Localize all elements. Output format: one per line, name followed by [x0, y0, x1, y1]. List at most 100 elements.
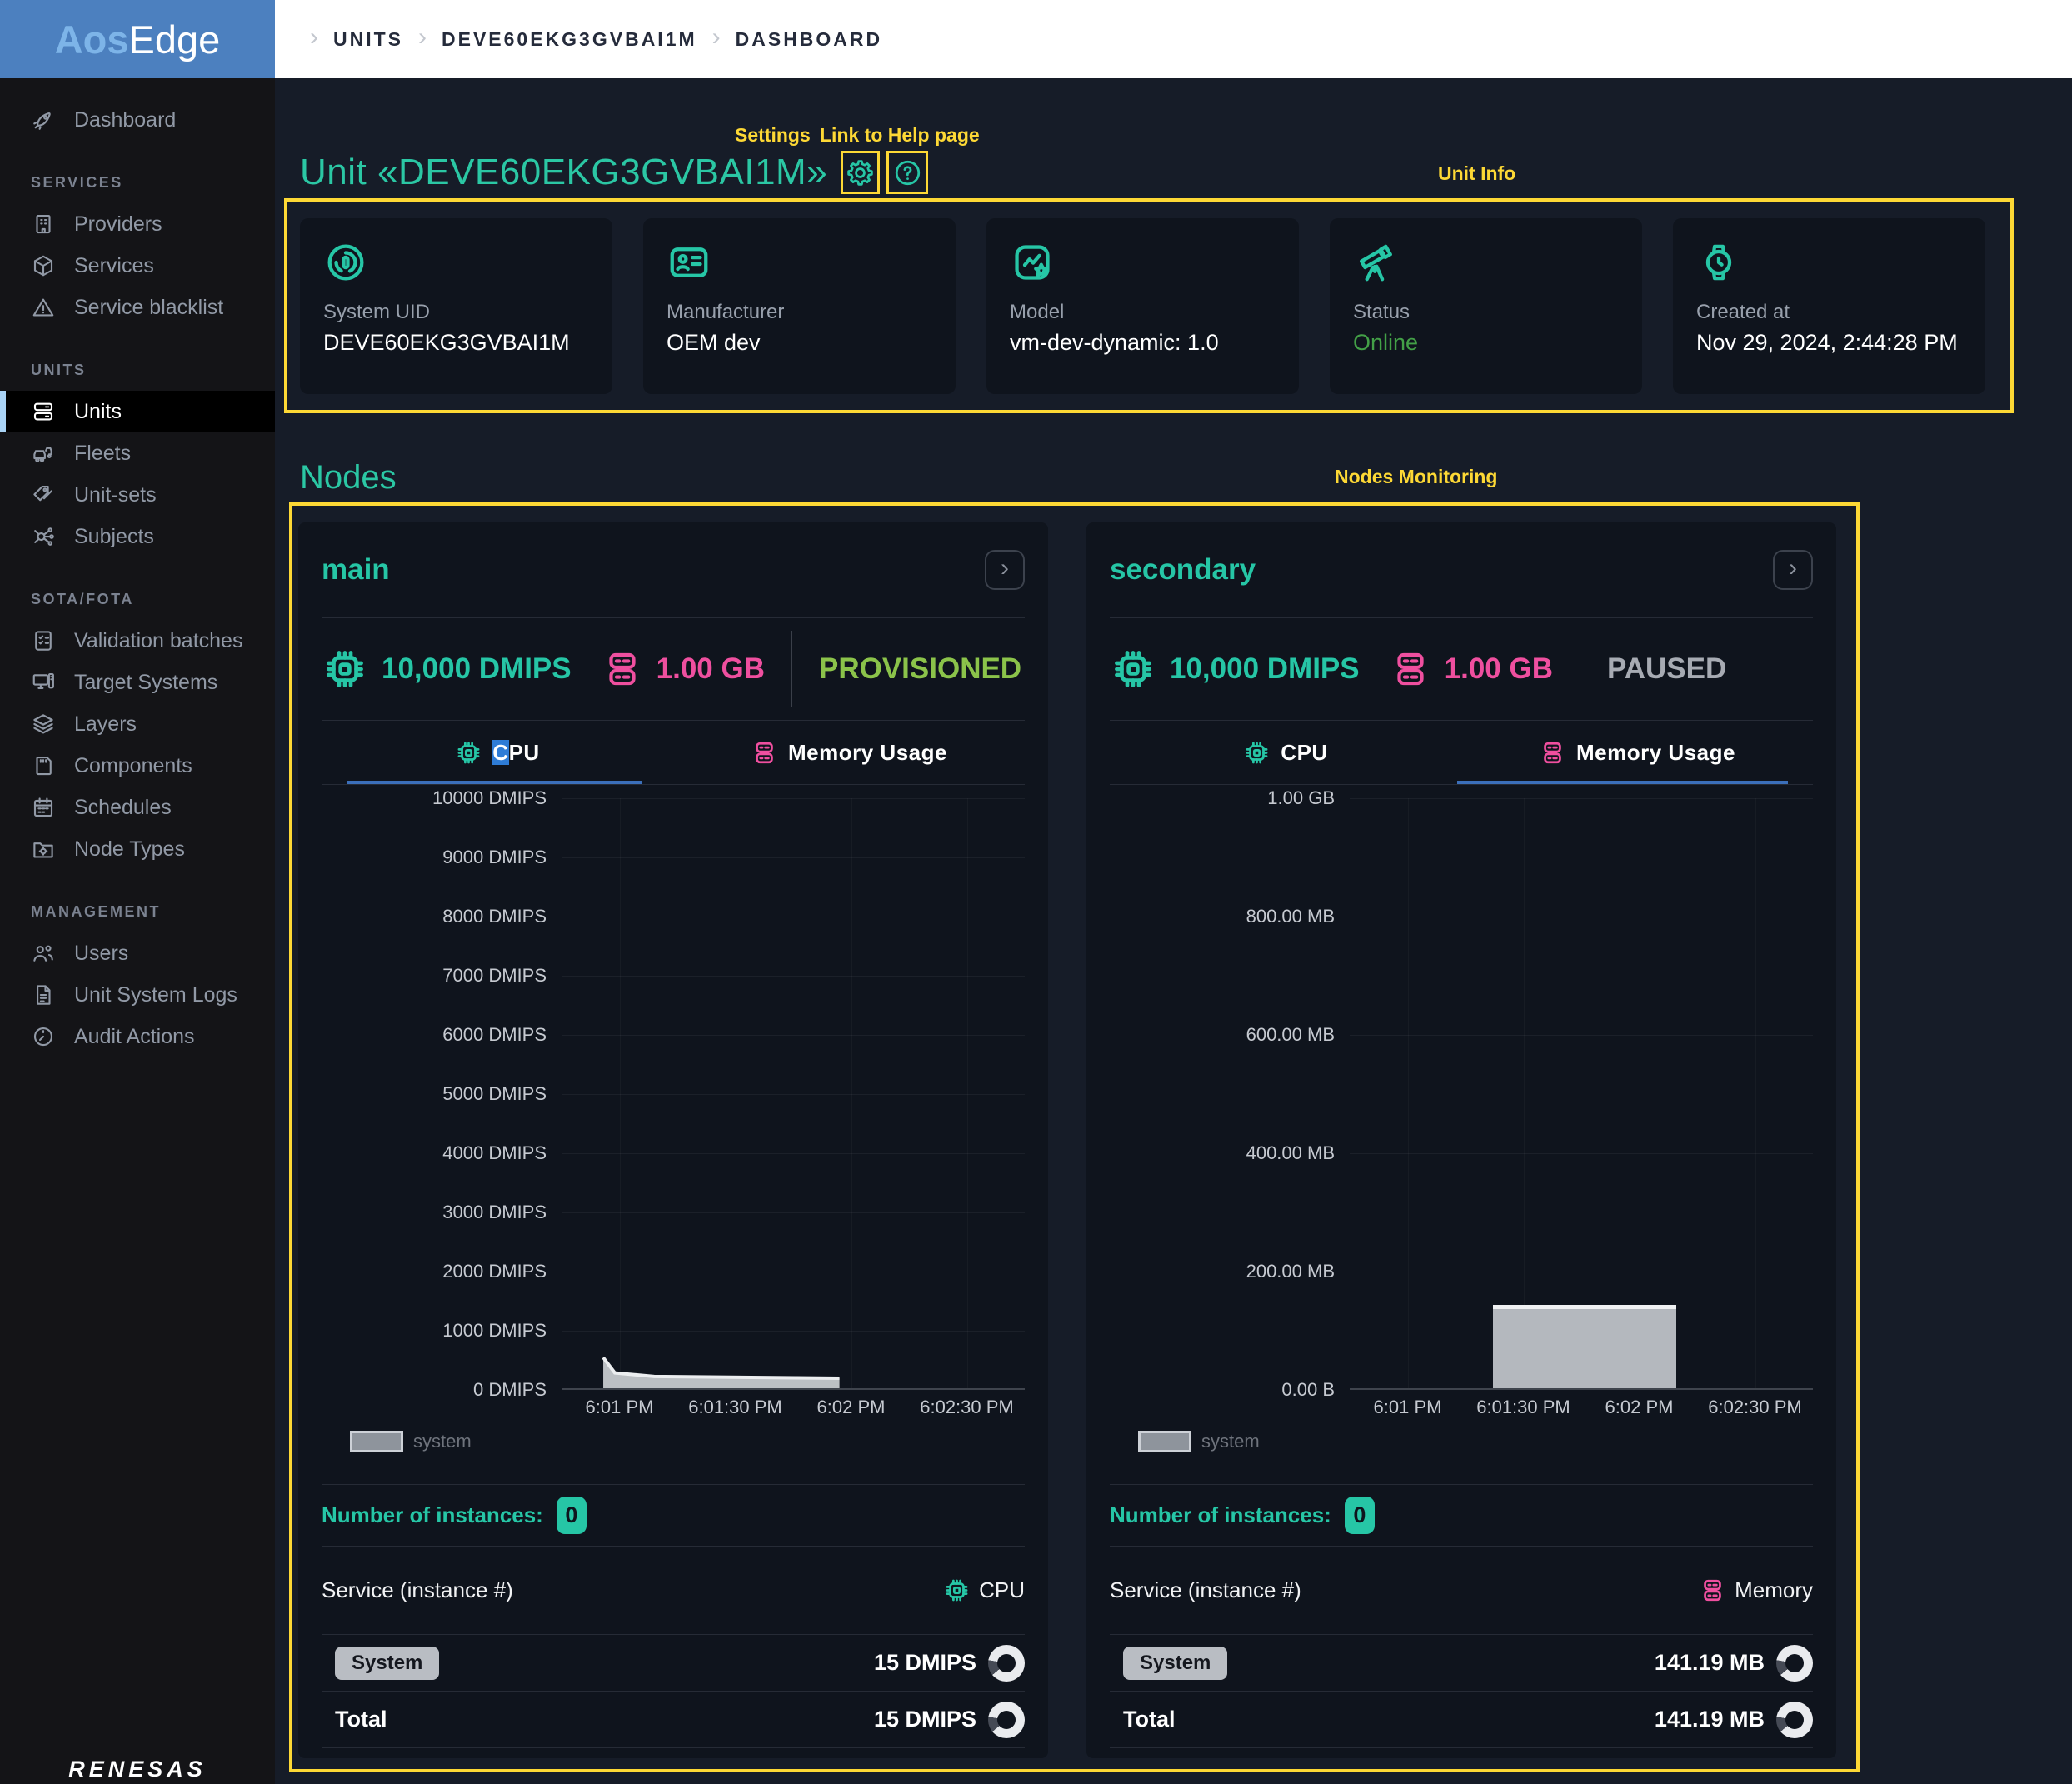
card-label: Model	[1010, 301, 1065, 323]
sidebar-item-subjects[interactable]: Subjects	[0, 516, 275, 557]
node-name: secondary	[1110, 553, 1256, 586]
sidebar-item-users[interactable]: Users	[0, 932, 275, 974]
gear-icon	[847, 159, 873, 186]
donut-gauge-icon	[1776, 1701, 1813, 1738]
sidebar-item-units[interactable]: Units	[0, 391, 275, 432]
sidebar-item-label: Validation batches	[74, 628, 243, 652]
sidebar-item-service-blacklist[interactable]: Service blacklist	[0, 287, 275, 328]
sidebar-item-label: Target Systems	[74, 670, 218, 694]
x-axis-labels: 6:01 PM 6:01:30 PM 6:02 PM 6:02:30 PM	[1373, 1397, 1802, 1417]
sidebar-item-layers[interactable]: Layers	[0, 703, 275, 745]
donut-gauge-icon	[1776, 1644, 1813, 1682]
breadcrumb-dashboard[interactable]: DASHBOARD	[735, 27, 883, 50]
renesas-logo: RENESAS	[68, 1757, 207, 1782]
node-name: main	[322, 553, 390, 586]
card-value: Nov 29, 2024, 2:44:28 PM	[1696, 330, 1958, 355]
sidebar-item-audit-actions[interactable]: Audit Actions	[0, 1016, 275, 1057]
node-state-badge: PAUSED	[1606, 652, 1727, 685]
memory-icon	[1397, 652, 1424, 686]
fingerprint-target-icon	[327, 244, 364, 281]
sidebar-item-label: Schedules	[74, 795, 172, 819]
card-label: Created at	[1696, 301, 1790, 323]
annotation-nodes-monitoring-label: Nodes Monitoring	[1335, 466, 1498, 487]
card-system-uid: System UID DEVE60EKG3GVBAI1M	[300, 218, 612, 394]
watch-icon	[1705, 244, 1732, 281]
folder-gear-icon	[33, 842, 53, 858]
sidebar-section-units: UNITS	[31, 361, 87, 378]
service-memory-value: 141.19 MB	[1654, 1650, 1765, 1675]
sidebar-item-fleets[interactable]: Fleets	[0, 432, 275, 474]
model-chart-star-icon	[1015, 245, 1050, 280]
service-name-badge: System	[1123, 1646, 1228, 1680]
cpu-chip-icon	[457, 742, 480, 763]
instances-label: Number of instances:	[1110, 1502, 1331, 1527]
breadcrumb-units[interactable]: UNITS	[333, 27, 403, 50]
sidebar-item-dashboard[interactable]: Dashboard	[0, 99, 275, 141]
sidebar-item-label: Service blacklist	[74, 295, 224, 319]
table-row-total: Total 141.19 MB	[1110, 1692, 1813, 1748]
chevron-right-icon: ›	[1001, 554, 1009, 582]
warning-triangle-icon	[32, 298, 54, 317]
memory-usage-series	[1493, 1305, 1676, 1388]
sidebar-item-label: Node Types	[74, 837, 185, 861]
memory-icon	[609, 652, 636, 686]
service-column-header: Service (instance #)	[1110, 1577, 1301, 1602]
instances-label: Number of instances:	[322, 1502, 543, 1527]
tab-memory-usage[interactable]: Memory Usage	[673, 721, 1025, 784]
expand-node-button[interactable]: ›	[985, 550, 1025, 590]
total-cpu-value: 15 DMIPS	[873, 1707, 976, 1732]
total-label: Total	[1123, 1707, 1176, 1732]
sidebar-item-components[interactable]: Components	[0, 745, 275, 787]
card-manufacturer: Manufacturer OEM dev	[643, 218, 956, 394]
sidebar-menu: Dashboard SERVICES Providers Services Se…	[0, 78, 275, 1057]
tab-memory-label: Memory Usage	[1576, 739, 1735, 765]
breadcrumb: › UNITS › DEVE60EKG3GVBAI1M › DASHBOARD	[275, 0, 2072, 78]
annotation-unit-info-label: Unit Info	[1438, 162, 1516, 184]
sidebar-item-node-types[interactable]: Node Types	[0, 828, 275, 870]
sidebar-item-label: Dashboard	[74, 107, 177, 132]
total-memory-value: 141.19 MB	[1654, 1707, 1765, 1732]
sidebar-item-services[interactable]: Services	[0, 245, 275, 287]
expand-node-button[interactable]: ›	[1773, 550, 1813, 590]
unit-settings-button[interactable]	[841, 151, 881, 194]
service-column-header: Service (instance #)	[322, 1577, 513, 1602]
x-axis-labels: 6:01 PM 6:01:30 PM 6:02 PM 6:02:30 PM	[585, 1397, 1014, 1417]
legend-swatch	[1138, 1431, 1191, 1452]
card-label: Manufacturer	[667, 301, 785, 323]
tab-cpu[interactable]: CPU	[322, 721, 673, 784]
y-axis-labels: 10000 DMIPS 9000 DMIPS 8000 DMIPS 7000 D…	[432, 787, 547, 1400]
sidebar-item-label: Unit-sets	[74, 482, 157, 507]
page-title: Unit «DEVE60EKG3GVBAI1M»	[300, 152, 828, 192]
legend-label: system	[1201, 1431, 1260, 1452]
active-tab-underline	[347, 781, 642, 784]
sidebar-section-services: SERVICES	[31, 173, 123, 191]
tab-memory-usage[interactable]: Memory Usage	[1461, 721, 1813, 784]
help-link-button[interactable]	[886, 151, 929, 194]
sidebar-item-target-systems[interactable]: Target Systems	[0, 662, 275, 703]
node-cpu-capacity: 10,000 DMIPS	[382, 652, 572, 685]
sidebar-item-schedules[interactable]: Schedules	[0, 787, 275, 828]
tab-cpu-label: CPU	[492, 739, 540, 765]
card-status: Status Online	[1330, 218, 1642, 394]
sidebar-item-providers[interactable]: Providers	[0, 203, 275, 245]
layers-icon	[33, 714, 53, 734]
sidebar-item-validation-batches[interactable]: Validation batches	[0, 620, 275, 662]
sidebar-item-unit-sets[interactable]: Unit-sets	[0, 474, 275, 516]
total-label: Total	[335, 1707, 387, 1732]
sidebar-item-label: Providers	[74, 212, 162, 236]
breadcrumb-unit-id[interactable]: DEVE60EKG3GVBAI1M	[442, 27, 697, 50]
sidebar-section-sota-fota: SOTA/FOTA	[31, 590, 134, 607]
rocket-icon	[33, 112, 51, 130]
card-model: Model vm-dev-dynamic: 1.0	[986, 218, 1299, 394]
users-icon	[33, 945, 53, 962]
card-value: vm-dev-dynamic: 1.0	[1010, 330, 1219, 355]
table-row-system: System 141.19 MB	[1110, 1635, 1813, 1692]
chevron-right-icon: ›	[1789, 554, 1797, 582]
sidebar-item-label: Audit Actions	[74, 1024, 195, 1048]
sidebar-item-unit-system-logs[interactable]: Unit System Logs	[0, 974, 275, 1016]
node-memory-capacity: 1.00 GB	[656, 652, 765, 685]
tab-cpu[interactable]: CPU	[1110, 721, 1461, 784]
chevron-right-icon: ›	[310, 23, 318, 51]
chevron-right-icon: ›	[711, 23, 721, 51]
service-cpu-value: 15 DMIPS	[873, 1650, 976, 1675]
